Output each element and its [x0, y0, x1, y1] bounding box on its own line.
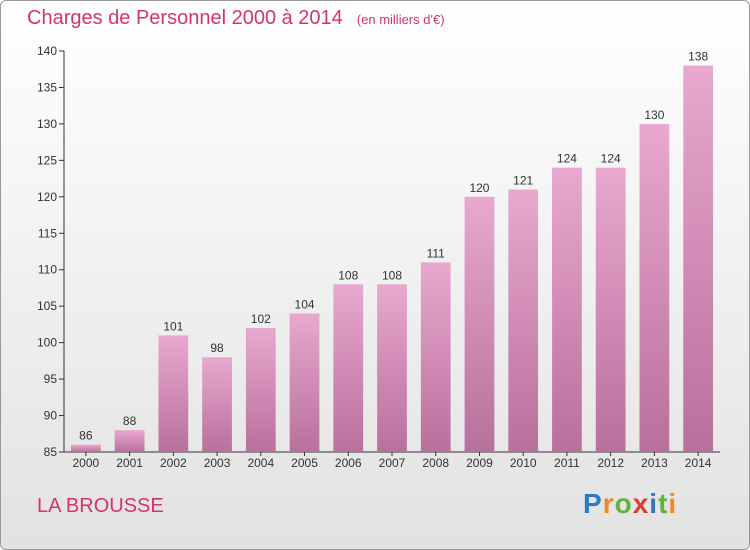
commune-name: LA BROUSSE [37, 495, 164, 517]
bar-value-label: 104 [295, 297, 315, 311]
x-tick-label: 2013 [641, 456, 668, 470]
bar-value-label: 98 [210, 341, 224, 355]
bar-value-label: 138 [688, 50, 708, 64]
y-tick-label: 130 [37, 117, 57, 131]
y-tick-label: 105 [37, 299, 57, 313]
bar [202, 357, 232, 452]
chart-subtitle: (en milliers d'€) [356, 12, 445, 27]
bar-value-label: 88 [123, 414, 137, 428]
x-tick-label: 2004 [247, 456, 274, 470]
bar-value-label: 102 [251, 312, 271, 326]
x-tick-label: 2001 [116, 456, 143, 470]
bar [595, 167, 626, 452]
y-tick-label: 90 [44, 409, 58, 423]
bars: 86 88 101 98 102 104 108 108 111 120 121 124 124 130 1… [70, 50, 714, 452]
bar-value-label: 86 [79, 429, 93, 443]
x-tick-label: 2002 [160, 456, 187, 470]
bar-value-label: 121 [513, 174, 533, 188]
bar-value-label: 130 [644, 108, 664, 122]
x-tick-label: 2006 [335, 456, 362, 470]
bar-value-label: 124 [557, 152, 577, 166]
brand-letter: o [614, 488, 633, 519]
brand-letter: t [658, 488, 669, 519]
chart-title: Charges de Personnel 2000 à 2014 (en mill… [27, 7, 445, 30]
brand-logo: Proxiti [583, 488, 677, 520]
x-tick-label: 2010 [510, 456, 537, 470]
bar-value-label: 111 [427, 246, 446, 260]
bar [420, 262, 451, 452]
bar-value-label: 101 [163, 319, 183, 333]
y-tick-label: 120 [37, 190, 57, 204]
bar [333, 284, 364, 452]
bar-value-label: 120 [469, 181, 489, 195]
bar [464, 196, 495, 452]
bar [683, 65, 714, 452]
bar [552, 167, 582, 452]
y-tick-label: 100 [37, 336, 57, 350]
brand-letter: r [602, 488, 615, 519]
bar [639, 123, 670, 452]
y-tick-label: 115 [38, 226, 57, 240]
x-tick-label: 2003 [204, 456, 231, 470]
x-tick-label: 2014 [685, 456, 712, 470]
x-tick-label: 2012 [597, 456, 624, 470]
bar-value-label: 108 [382, 268, 402, 282]
bar [377, 284, 407, 452]
axes: 85 90 95 100 105 110 115 120 125 130 135 140 2000 200… [37, 44, 720, 470]
title-text: Charges de Personnel 2000 à 2014 [27, 7, 343, 29]
x-tick-label: 2005 [291, 456, 318, 470]
brand-letter: x [632, 488, 650, 519]
brand-letter: i [649, 488, 659, 519]
bar [114, 430, 145, 452]
bar [508, 189, 539, 452]
x-tick-label: 2009 [466, 456, 493, 470]
y-tick-label: 125 [37, 153, 57, 167]
bar [158, 335, 189, 452]
x-tick-label: 2011 [554, 456, 580, 470]
x-tick-label: 2007 [379, 456, 406, 470]
y-tick-label: 95 [44, 372, 58, 386]
bar [245, 328, 276, 452]
bar [289, 313, 320, 452]
bar-value-label: 124 [601, 152, 621, 166]
y-tick-label: 135 [37, 80, 57, 94]
bar-value-label: 108 [338, 268, 358, 282]
brand-letter: i [668, 488, 678, 519]
bar [70, 444, 101, 452]
x-tick-label: 2000 [73, 456, 100, 470]
y-tick-label: 140 [37, 44, 57, 58]
brand-letter: P [583, 488, 603, 519]
y-tick-label: 110 [38, 263, 57, 277]
y-tick-label: 85 [44, 445, 58, 459]
x-tick-label: 2008 [422, 456, 449, 470]
